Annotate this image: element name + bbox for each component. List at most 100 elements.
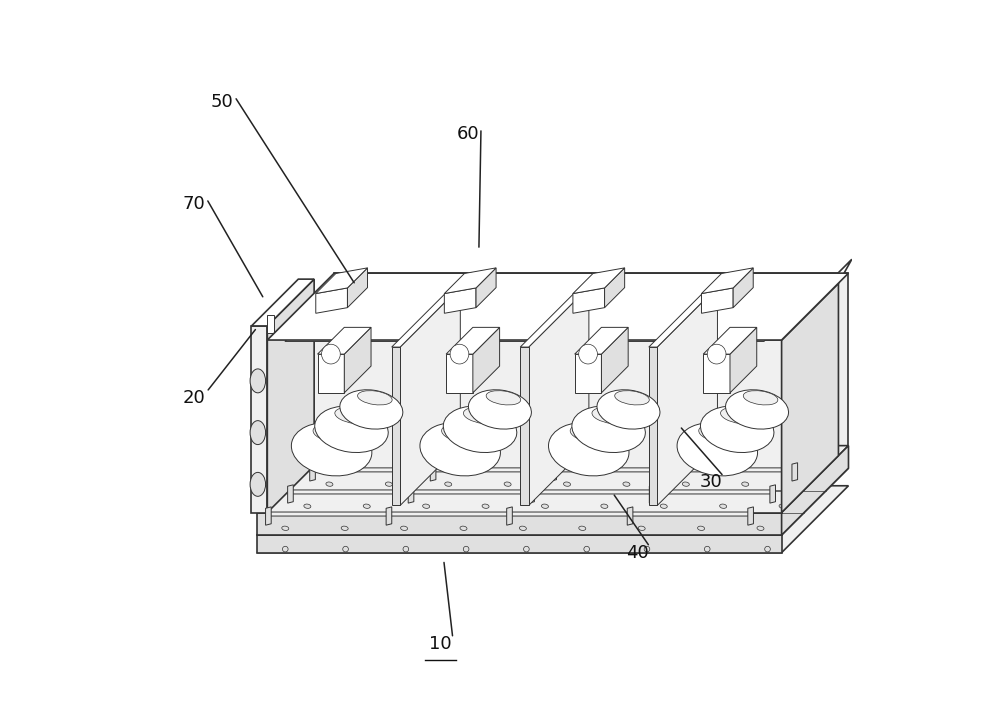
Ellipse shape (572, 406, 645, 453)
Polygon shape (701, 288, 733, 313)
Text: 60: 60 (457, 125, 480, 143)
Polygon shape (310, 468, 796, 472)
Polygon shape (444, 288, 476, 313)
Text: 30: 30 (700, 473, 723, 491)
Polygon shape (430, 463, 436, 481)
Polygon shape (285, 275, 831, 341)
Text: 50: 50 (211, 93, 233, 111)
Ellipse shape (579, 344, 597, 364)
Ellipse shape (304, 504, 311, 508)
Polygon shape (730, 327, 757, 393)
Polygon shape (251, 326, 267, 513)
Ellipse shape (597, 390, 660, 429)
Ellipse shape (460, 526, 467, 530)
Polygon shape (473, 327, 500, 393)
Ellipse shape (358, 391, 392, 405)
Ellipse shape (726, 390, 789, 429)
Polygon shape (627, 507, 633, 525)
Polygon shape (520, 287, 589, 347)
Ellipse shape (584, 546, 589, 552)
Polygon shape (324, 446, 848, 468)
Polygon shape (400, 287, 460, 505)
Ellipse shape (579, 526, 586, 530)
Ellipse shape (335, 407, 375, 424)
Polygon shape (257, 486, 848, 553)
Ellipse shape (720, 504, 727, 508)
Polygon shape (251, 279, 314, 326)
Polygon shape (316, 268, 368, 294)
Ellipse shape (541, 504, 548, 508)
Ellipse shape (615, 391, 649, 405)
Ellipse shape (524, 546, 529, 552)
Polygon shape (257, 446, 324, 513)
Polygon shape (444, 268, 496, 294)
Ellipse shape (743, 391, 778, 405)
Polygon shape (446, 354, 473, 393)
Ellipse shape (504, 482, 511, 486)
Ellipse shape (341, 526, 348, 530)
Ellipse shape (313, 424, 357, 443)
Ellipse shape (291, 422, 372, 476)
Polygon shape (266, 512, 752, 516)
Polygon shape (267, 340, 782, 513)
Ellipse shape (403, 546, 409, 552)
Polygon shape (649, 287, 717, 347)
Polygon shape (267, 279, 314, 513)
Polygon shape (386, 507, 392, 525)
Ellipse shape (570, 424, 614, 443)
Polygon shape (392, 287, 460, 347)
Polygon shape (701, 268, 753, 294)
Ellipse shape (420, 422, 500, 476)
Polygon shape (782, 259, 852, 340)
Polygon shape (347, 268, 368, 308)
Polygon shape (573, 288, 605, 313)
Polygon shape (257, 446, 848, 513)
Ellipse shape (700, 406, 774, 453)
Polygon shape (310, 463, 315, 481)
Ellipse shape (601, 504, 608, 508)
Ellipse shape (363, 504, 370, 508)
Ellipse shape (519, 526, 526, 530)
Ellipse shape (340, 390, 403, 429)
Polygon shape (529, 287, 589, 505)
Polygon shape (288, 485, 293, 503)
Polygon shape (529, 485, 534, 503)
Ellipse shape (564, 482, 571, 486)
Polygon shape (703, 327, 757, 354)
Polygon shape (334, 273, 848, 446)
Ellipse shape (250, 369, 266, 393)
Polygon shape (318, 327, 371, 354)
Polygon shape (318, 354, 344, 393)
Polygon shape (267, 315, 274, 333)
Polygon shape (408, 485, 414, 503)
Ellipse shape (682, 482, 689, 486)
Polygon shape (344, 327, 371, 393)
Polygon shape (748, 507, 753, 525)
Polygon shape (266, 507, 271, 525)
Ellipse shape (385, 482, 392, 486)
Ellipse shape (423, 504, 430, 508)
Polygon shape (649, 485, 655, 503)
Polygon shape (476, 268, 496, 308)
Ellipse shape (704, 546, 710, 552)
Ellipse shape (445, 482, 452, 486)
Ellipse shape (250, 420, 266, 445)
Polygon shape (257, 535, 782, 553)
Polygon shape (575, 354, 601, 393)
Ellipse shape (315, 406, 388, 453)
Ellipse shape (677, 422, 758, 476)
Ellipse shape (326, 482, 333, 486)
Polygon shape (551, 463, 556, 481)
Ellipse shape (660, 504, 667, 508)
Ellipse shape (548, 422, 629, 476)
Ellipse shape (442, 424, 486, 443)
Polygon shape (573, 268, 625, 294)
Polygon shape (601, 327, 628, 393)
Ellipse shape (450, 344, 469, 364)
Ellipse shape (463, 407, 504, 424)
Polygon shape (703, 354, 730, 393)
Polygon shape (316, 288, 347, 313)
Ellipse shape (765, 546, 770, 552)
Ellipse shape (482, 504, 489, 508)
Polygon shape (575, 327, 628, 354)
